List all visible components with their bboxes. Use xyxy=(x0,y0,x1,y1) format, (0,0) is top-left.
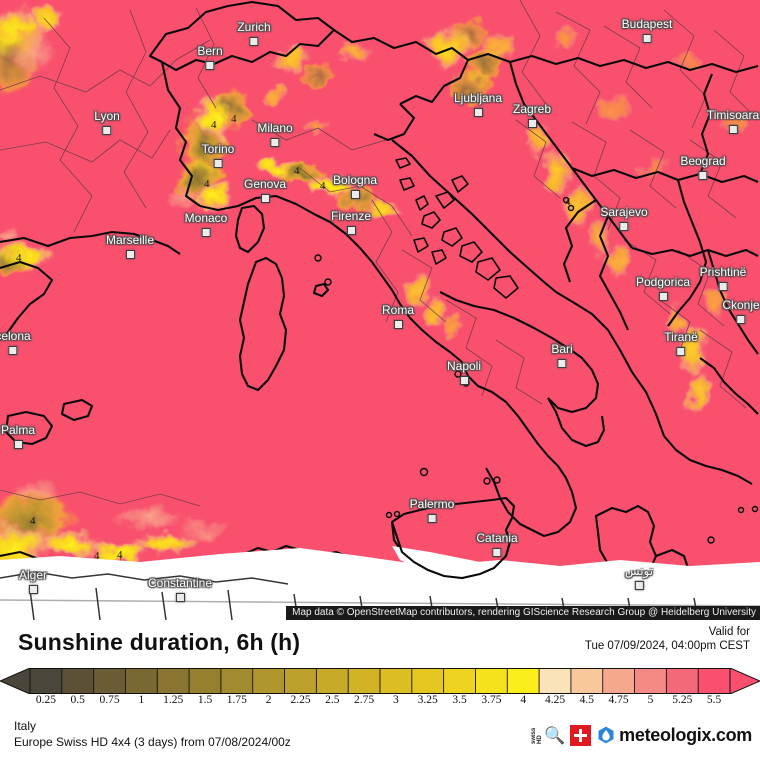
meteologix-wordmark: meteologix.com xyxy=(619,724,752,745)
colorbar-tick-label: 5.5 xyxy=(706,694,722,706)
contour-label: 4 xyxy=(231,113,237,125)
meteologix-drop-icon xyxy=(598,726,614,744)
colorbar-cell xyxy=(602,668,635,694)
colorbar-cell xyxy=(252,668,285,694)
colorbar-tick-label: 2.75 xyxy=(354,694,375,706)
colorbar-tick-label: 4.25 xyxy=(544,694,566,706)
swiss-flag-icon xyxy=(570,724,592,746)
colorbar-tick-label: 3.5 xyxy=(452,694,467,706)
valid-time-block: Valid for Tue 07/09/2024, 04:00pm CEST xyxy=(585,625,750,653)
source-block: Italy Europe Swiss HD 4x4 (3 days) from … xyxy=(14,718,291,750)
contour-label: 4 xyxy=(16,252,22,264)
colorbar-tick-label: 3.25 xyxy=(417,694,438,706)
colorbar-tick-label: 4.5 xyxy=(579,694,594,706)
contour-label: 4 xyxy=(204,178,210,190)
colorbar-tick-label: 4 xyxy=(520,694,527,706)
colorbar-cell xyxy=(666,668,699,694)
model-run-label: Europe Swiss HD 4x4 (3 days) from 07/08/… xyxy=(14,735,291,749)
colorbar-tick-label: 3.75 xyxy=(481,694,502,706)
colorbar-tick-label: 2.25 xyxy=(290,694,311,706)
weather-map[interactable]: 4 4 4 4 4 4 4 4 4 4 Zurich Bern Budapest Lj… xyxy=(0,0,760,620)
colorbar-tick-label: 5 xyxy=(647,694,654,706)
contour-label: 4 xyxy=(320,180,326,192)
colorbar-tick-label: 2.5 xyxy=(325,694,340,706)
colorbar-cell xyxy=(61,668,95,694)
colorbar-tick-label: 3 xyxy=(393,694,399,706)
colorbar-cell xyxy=(284,668,317,694)
colorbar-cell xyxy=(380,668,413,694)
colorbar-tick-label: 1 xyxy=(138,694,145,706)
colorbar-cell xyxy=(93,668,126,694)
contour-label: 4 xyxy=(94,550,100,562)
colorbar-tick-label: 5.25 xyxy=(672,694,693,706)
colorbar-tick-label: 1.5 xyxy=(197,694,213,706)
colorbar-tick-label: 1.75 xyxy=(226,694,247,706)
colorbar-cell xyxy=(443,668,476,694)
colorbar-cell xyxy=(539,668,572,694)
contour-label: 4 xyxy=(30,515,36,527)
contour-label: 4 xyxy=(117,549,123,561)
colorbar-cell xyxy=(348,668,381,694)
colorbar-cell xyxy=(507,668,540,694)
colorbar-svg xyxy=(0,668,760,694)
colorbar-cell xyxy=(411,668,445,694)
region-label: Italy xyxy=(14,719,37,733)
colorbar-ticks: 0.25 0.5 0.75 1 1.25 1.5 1.75 2 2.25 2.5 2.75 3 3.25… xyxy=(0,694,760,710)
contour-label: 4 xyxy=(294,165,300,177)
colorbar-cell xyxy=(189,668,222,694)
page-title: Sunshine duration, 6h (h) xyxy=(18,629,301,655)
meteologix-logo[interactable]: meteologix.com xyxy=(596,725,752,746)
colorbar-tick-label: 2 xyxy=(265,694,272,706)
colorbar-cell xyxy=(698,668,731,694)
colorbar-cell xyxy=(30,668,63,694)
swiss-hd-text: swiss HD xyxy=(530,727,543,744)
colorbar-cell xyxy=(570,668,604,694)
out-of-domain-area xyxy=(0,546,760,620)
colorbar-cell xyxy=(220,668,254,694)
map-canvas xyxy=(0,0,760,620)
map-attribution: Map data © OpenStreetMap contributors, r… xyxy=(286,606,760,620)
colorbar-cell xyxy=(475,668,508,694)
swiss-hd-logo[interactable]: swiss HD 🔍 xyxy=(531,727,565,744)
colorbar-cell xyxy=(634,668,667,694)
colorbar-tick-label: 0.75 xyxy=(99,694,120,706)
brand-bar[interactable]: swiss HD 🔍 meteologix.com xyxy=(531,720,752,750)
colorbar-tick-label: 4.75 xyxy=(608,694,629,706)
colorbar[interactable] xyxy=(0,668,760,694)
valid-for-time: Tue 07/09/2024, 04:00pm CEST xyxy=(584,640,750,652)
colorbar-cell xyxy=(316,668,349,694)
legend-panel: Sunshine duration, 6h (h) Valid for Tue … xyxy=(0,620,760,760)
contour-label: 4 xyxy=(211,119,217,131)
colorbar-tick-label: 0.25 xyxy=(35,694,56,706)
colorbar-cell xyxy=(125,668,158,694)
valid-for-label: Valid for xyxy=(708,626,750,638)
magnifier-icon: 🔍 xyxy=(543,725,566,745)
contour-label: 4 xyxy=(565,196,571,208)
colorbar-tick-label: 0.5 xyxy=(70,694,85,706)
sunshine-field-low xyxy=(0,4,752,574)
colorbar-tick-label: 1.25 xyxy=(163,694,184,706)
colorbar-cell xyxy=(157,668,190,694)
